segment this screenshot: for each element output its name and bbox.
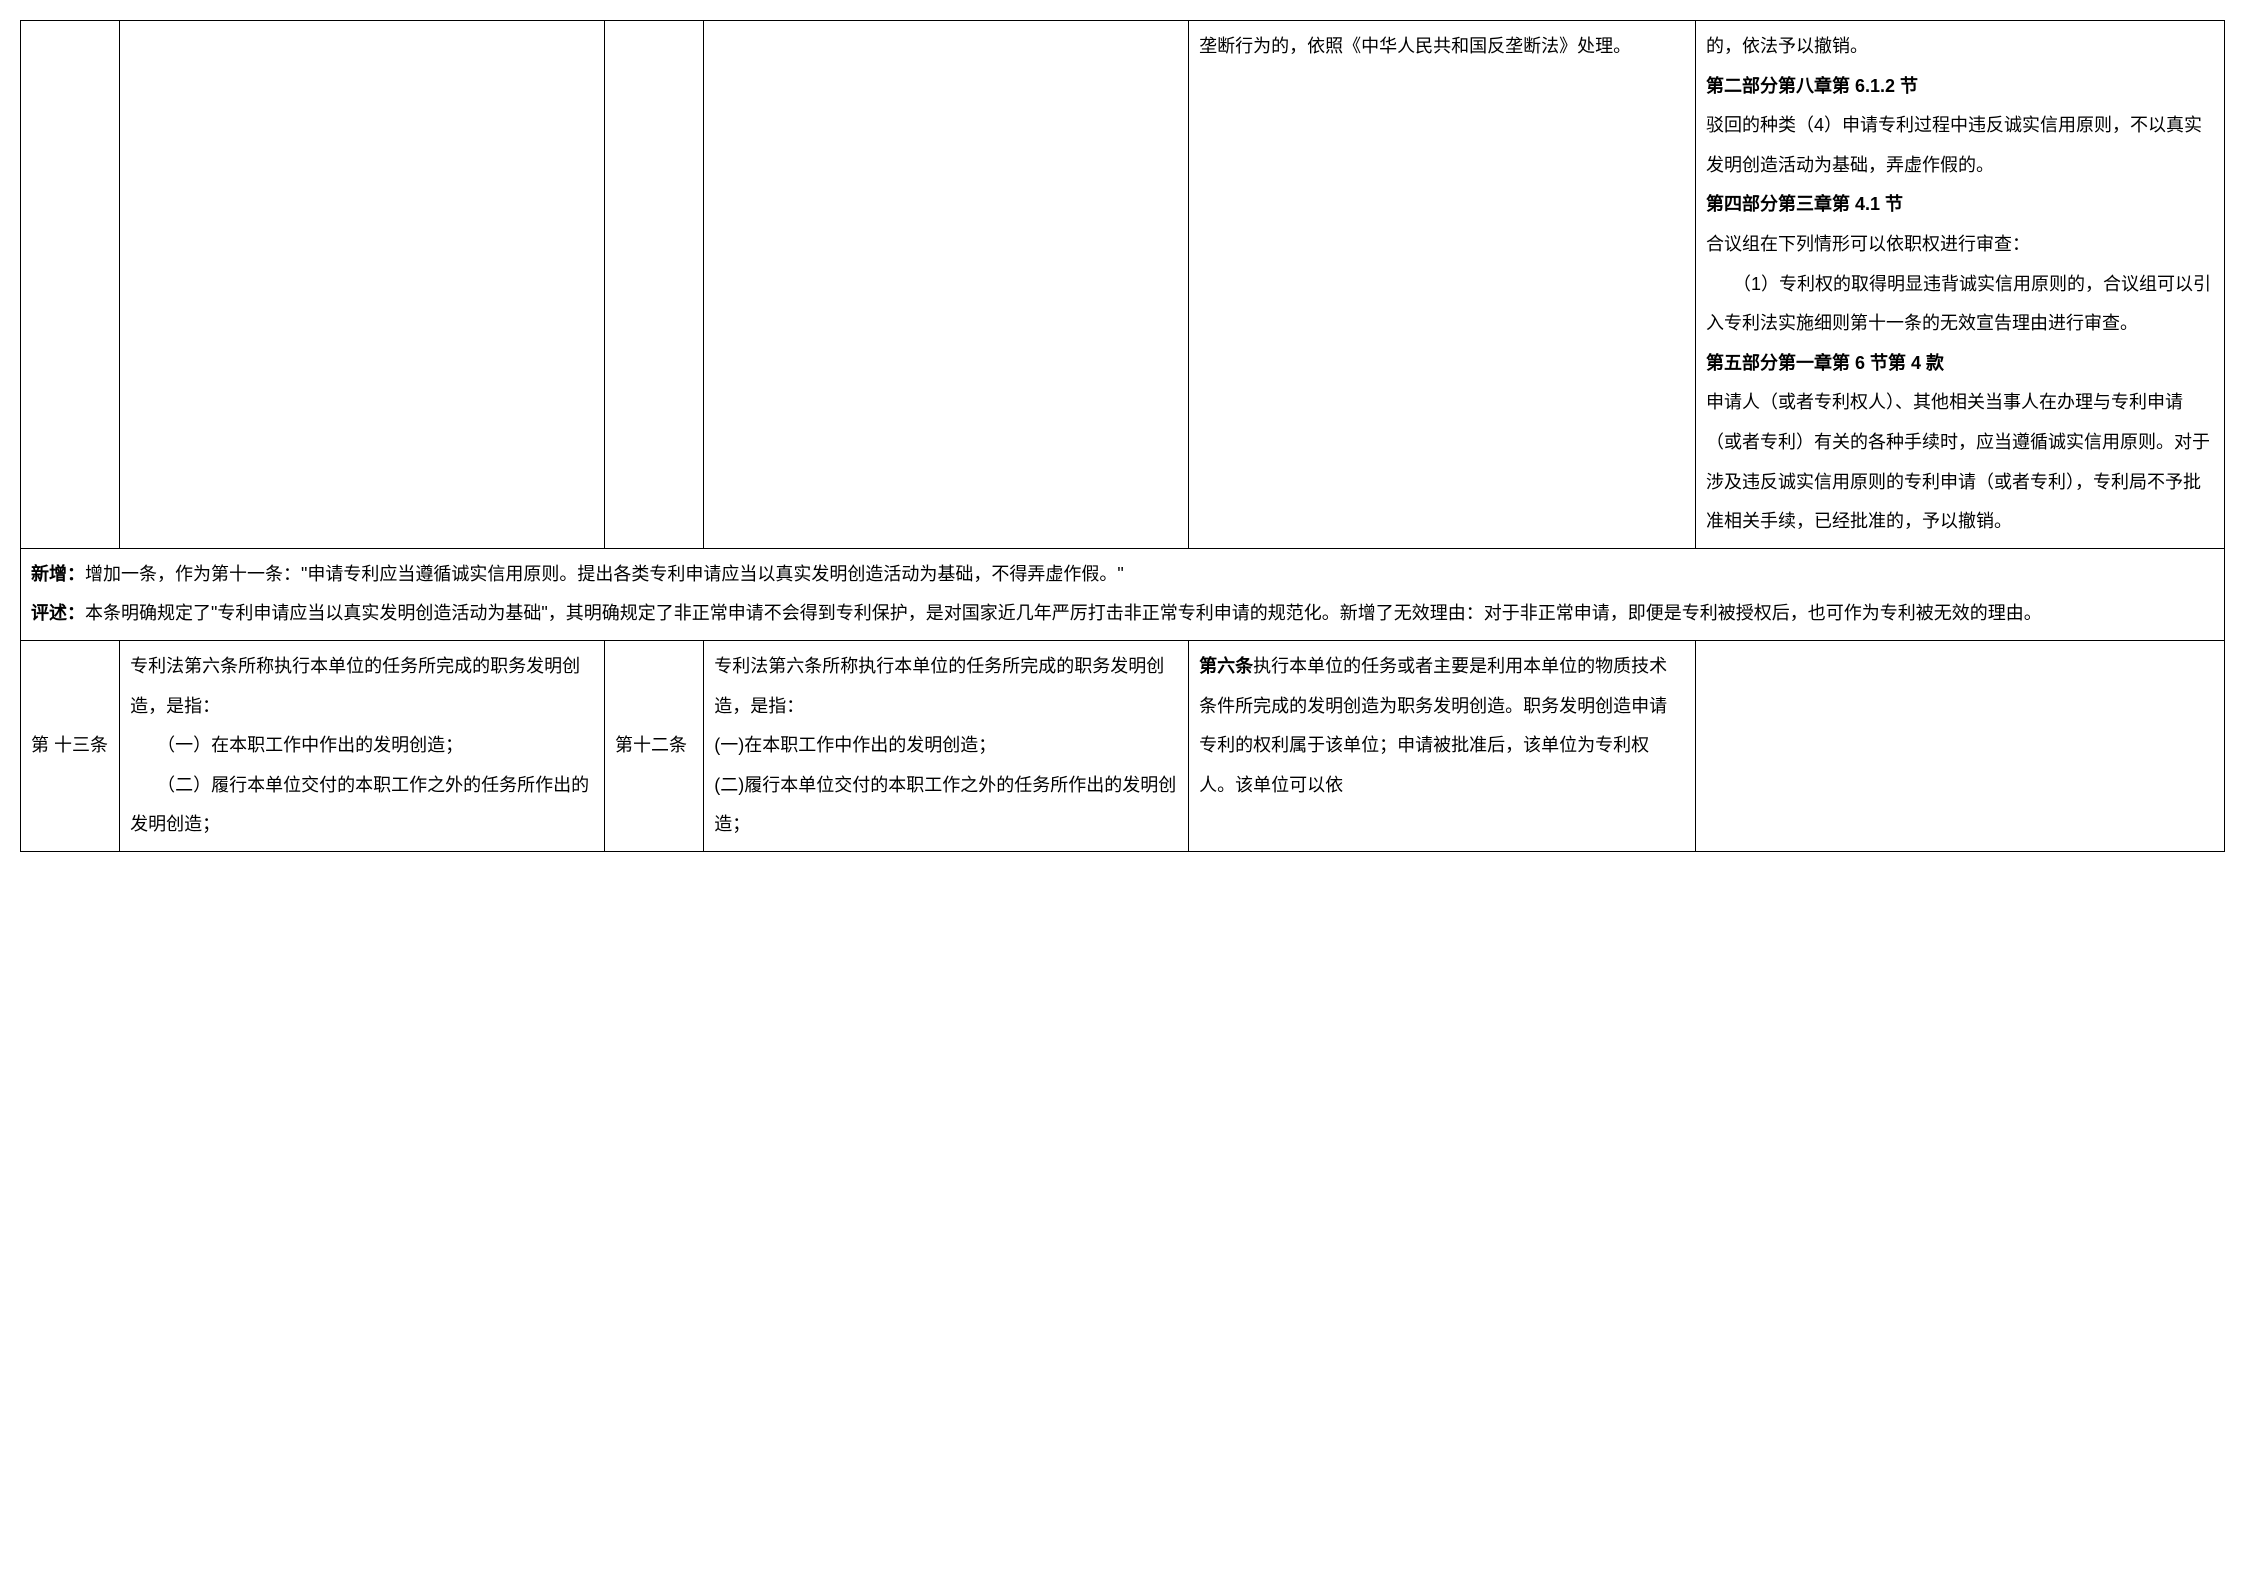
- law-article-number: 第六条: [1199, 656, 1253, 676]
- guideline-p: 申请人（或者专利权人）、其他相关当事人在办理与专利申请（或者专利）有关的各种手续…: [1706, 392, 2210, 531]
- table-row: 第 十三条 专利法第六条所称执行本单位的任务所完成的职务发明创造，是指： （一）…: [21, 640, 2225, 851]
- table-row: 垄断行为的，依照《中华人民共和国反垄断法》处理。 的，依法予以撤销。 第二部分第…: [21, 21, 2225, 549]
- law-fragment: 垄断行为的，依照《中华人民共和国反垄断法》处理。: [1199, 36, 1631, 56]
- cell-guideline-text: [1696, 640, 2225, 851]
- cell-law-text: 垄断行为的，依照《中华人民共和国反垄断法》处理。: [1189, 21, 1696, 549]
- cell-old-regulation: [120, 21, 605, 549]
- reg-item: (一)在本职工作中作出的发明创造；: [714, 735, 996, 755]
- comparison-table: 垄断行为的，依照《中华人民共和国反垄断法》处理。 的，依法予以撤销。 第二部分第…: [20, 20, 2225, 852]
- cell-guideline-text: 的，依法予以撤销。 第二部分第八章第 6.1.2 节 驳回的种类（4）申请专利过…: [1696, 21, 2225, 549]
- reg-p: 专利法第六条所称执行本单位的任务所完成的职务发明创造，是指：: [714, 656, 1164, 716]
- guideline-heading: 第五部分第一章第 6 节第 4 款: [1706, 353, 1944, 373]
- reg-p: 专利法第六条所称执行本单位的任务所完成的职务发明创造，是指：: [130, 656, 580, 716]
- article-number-right: 第十二条: [605, 640, 704, 851]
- article-number-left: 第 十三条: [21, 640, 120, 851]
- comment-label: 评述：: [31, 603, 85, 623]
- new-text: 增加一条，作为第十一条："申请专利应当遵循诚实信用原则。提出各类专利申请应当以真…: [85, 564, 1124, 584]
- cell-old-regulation: 专利法第六条所称执行本单位的任务所完成的职务发明创造，是指： （一）在本职工作中…: [120, 640, 605, 851]
- law-text: 执行本单位的任务或者主要是利用本单位的物质技术条件所完成的发明创造为职务发明创造…: [1199, 656, 1667, 795]
- reg-item: （一）在本职工作中作出的发明创造；: [130, 726, 594, 766]
- reg-item: (二)履行本单位交付的本职工作之外的任务所作出的发明创造；: [714, 775, 1176, 835]
- reg-item: （二）履行本单位交付的本职工作之外的任务所作出的发明创造；: [130, 766, 594, 845]
- guideline-p: 的，依法予以撤销。: [1706, 36, 1868, 56]
- cell-article-left: [21, 21, 120, 549]
- cell-new-regulation: [704, 21, 1189, 549]
- table-row-commentary: 新增：增加一条，作为第十一条："申请专利应当遵循诚实信用原则。提出各类专利申请应…: [21, 548, 2225, 640]
- cell-new-regulation: 专利法第六条所称执行本单位的任务所完成的职务发明创造，是指： (一)在本职工作中…: [704, 640, 1189, 851]
- guideline-heading: 第四部分第三章第 4.1 节: [1706, 194, 1903, 214]
- guideline-p: 合议组在下列情形可以依职权进行审查：: [1706, 234, 2030, 254]
- commentary-cell: 新增：增加一条，作为第十一条："申请专利应当遵循诚实信用原则。提出各类专利申请应…: [21, 548, 2225, 640]
- new-label: 新增：: [31, 564, 85, 584]
- cell-article-right: [605, 21, 704, 549]
- guideline-p: 驳回的种类（4）申请专利过程中违反诚实信用原则，不以真实发明创造活动为基础，弄虚…: [1706, 115, 2202, 175]
- comment-text: 本条明确规定了"专利申请应当以真实发明创造活动为基础"，其明确规定了非正常申请不…: [85, 603, 2042, 623]
- cell-law-text: 第六条执行本单位的任务或者主要是利用本单位的物质技术条件所完成的发明创造为职务发…: [1189, 640, 1696, 851]
- guideline-heading: 第二部分第八章第 6.1.2 节: [1706, 76, 1918, 96]
- guideline-item: （1）专利权的取得明显违背诚实信用原则的，合议组可以引入专利法实施细则第十一条的…: [1706, 265, 2214, 344]
